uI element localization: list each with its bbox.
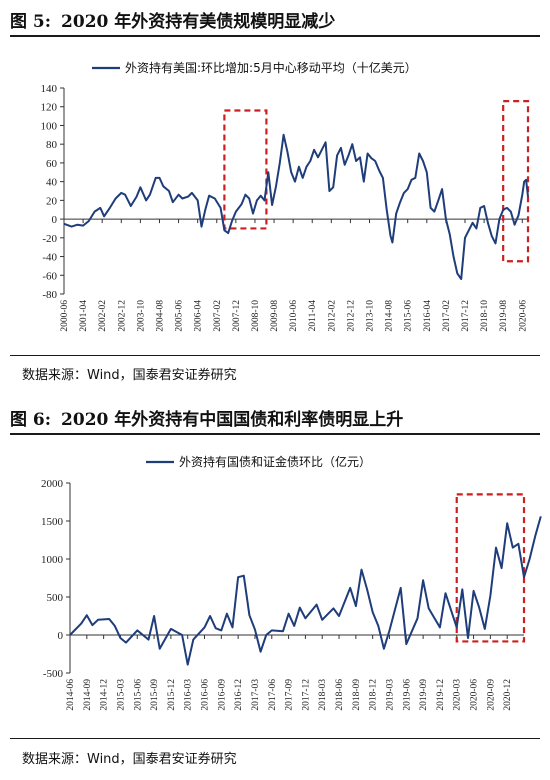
- figure-6-number: 图 6:: [10, 410, 52, 430]
- x-tick-label: 2017-12: [301, 679, 311, 711]
- x-tick-label: 2013-10: [366, 300, 376, 332]
- x-tick-label: 2004-08: [155, 300, 165, 332]
- y-tick-label: 20: [46, 195, 58, 207]
- x-tick-label: 2018-12: [369, 679, 379, 711]
- x-tick-label: 2020-03: [453, 679, 463, 711]
- x-tick-label: 2019-12: [436, 679, 446, 711]
- figure-6-top-rule: [10, 433, 540, 435]
- x-tick-label: 2014-12: [100, 679, 110, 711]
- y-tick-label: 60: [46, 158, 58, 170]
- x-tick-label: 2018-03: [318, 679, 328, 711]
- x-tick-label: 2016-04: [423, 300, 433, 332]
- y-tick-label: 0: [52, 214, 58, 226]
- y-tick-label: -500: [43, 668, 64, 680]
- x-tick-label: 2016-12: [234, 679, 244, 711]
- x-tick-label: 2017-02: [442, 300, 452, 332]
- x-tick-label: 2005-06: [175, 300, 185, 332]
- x-tick-label: 2017-12: [461, 300, 471, 332]
- x-tick-label: 2008-10: [251, 300, 261, 332]
- figure-6-title: 图 6: 2020 年外资持有中国国债和利率债明显上升: [10, 400, 540, 430]
- x-tick-label: 2000-06: [60, 300, 70, 332]
- x-tick-label: 2015-03: [116, 679, 126, 711]
- y-tick-label: -20: [42, 233, 57, 245]
- x-tick-label: 2016-03: [184, 679, 194, 711]
- figure-5-title: 图 5: 2020 年外资持有美债规模明显减少: [10, 2, 540, 32]
- figure-5-source: 数据来源：Wind，国泰君安证券研究: [22, 368, 237, 383]
- series-line: [69, 516, 542, 666]
- y-tick-label: 140: [41, 83, 58, 95]
- figure-5-title-text: 2020 年外资持有美债规模明显减少: [61, 12, 336, 32]
- y-tick-label: 40: [46, 177, 58, 189]
- x-tick-label: 2015-06: [133, 679, 143, 711]
- figure-5-bottom-rule: [10, 355, 540, 356]
- figure-6-title-text: 2020 年外资持有中国国债和利率债明显上升: [61, 410, 404, 430]
- x-tick-label: 2017-03: [251, 679, 261, 711]
- x-tick-label: 2012-12: [346, 300, 356, 332]
- y-tick-label: 100: [41, 120, 58, 132]
- x-tick-label: 2003-10: [136, 300, 146, 332]
- series-line: [63, 133, 529, 280]
- y-tick-label: 120: [41, 102, 58, 114]
- x-tick-label: 2012-02: [327, 300, 337, 332]
- x-tick-label: 2007-02: [213, 300, 223, 332]
- figure-5-top-rule: [10, 35, 540, 37]
- x-tick-label: 2020-06: [518, 300, 528, 332]
- y-tick-label: 1000: [41, 554, 64, 566]
- x-tick-label: 2011-04: [308, 300, 318, 332]
- x-tick-label: 2014-09: [83, 679, 93, 711]
- x-tick-label: 2019-08: [499, 300, 509, 332]
- figure-6-source: 数据来源：Wind，国泰君安证券研究: [22, 752, 237, 767]
- y-tick-label: 2000: [41, 478, 64, 490]
- x-tick-label: 2016-06: [201, 679, 211, 711]
- x-tick-label: 2020-06: [470, 679, 480, 711]
- x-tick-label: 2019-06: [402, 679, 412, 711]
- figure-5-number: 图 5:: [10, 12, 52, 32]
- x-tick-label: 2015-06: [404, 300, 414, 332]
- legend-label: 外资持有美国:环比增加:5月中心移动平均（十亿美元）: [125, 60, 417, 75]
- y-tick-label: -40: [42, 252, 57, 264]
- x-tick-label: 2009-08: [270, 300, 280, 332]
- highlight-box: [502, 100, 530, 263]
- x-tick-label: 2002-12: [117, 300, 127, 332]
- x-tick-label: 2007-12: [232, 300, 242, 332]
- x-tick-label: 2020-12: [503, 679, 513, 711]
- x-tick-label: 2018-06: [335, 679, 345, 711]
- x-tick-label: 2014-08: [385, 300, 395, 332]
- x-tick-label: 2002-02: [98, 300, 108, 332]
- x-tick-label: 2010-06: [289, 300, 299, 332]
- x-tick-label: 2006-04: [194, 300, 204, 332]
- y-tick-label: -80: [42, 289, 57, 301]
- x-tick-label: 2018-10: [480, 300, 490, 332]
- y-tick-label: 0: [58, 630, 64, 642]
- y-tick-label: -60: [42, 270, 57, 282]
- x-tick-label: 2019-09: [419, 679, 429, 711]
- x-tick-label: 2015-09: [150, 679, 160, 711]
- y-tick-label: 80: [46, 139, 58, 151]
- x-tick-label: 2017-06: [268, 679, 278, 711]
- figure-6-bottom-rule: [10, 738, 540, 739]
- highlight-box: [455, 493, 526, 643]
- x-tick-label: 2014-06: [66, 679, 76, 711]
- x-tick-label: 2001-04: [79, 300, 89, 332]
- y-tick-label: 500: [47, 592, 64, 604]
- x-tick-label: 2019-03: [385, 679, 395, 711]
- x-tick-label: 2016-09: [217, 679, 227, 711]
- legend-label: 外资持有国债和证金债环比（亿元）: [179, 454, 371, 469]
- highlight-box: [223, 109, 268, 230]
- x-tick-label: 2017-09: [285, 679, 295, 711]
- y-tick-label: 1500: [41, 516, 64, 528]
- x-tick-label: 2018-09: [352, 679, 362, 711]
- x-tick-label: 2015-12: [167, 679, 177, 711]
- x-tick-label: 2020-09: [486, 679, 496, 711]
